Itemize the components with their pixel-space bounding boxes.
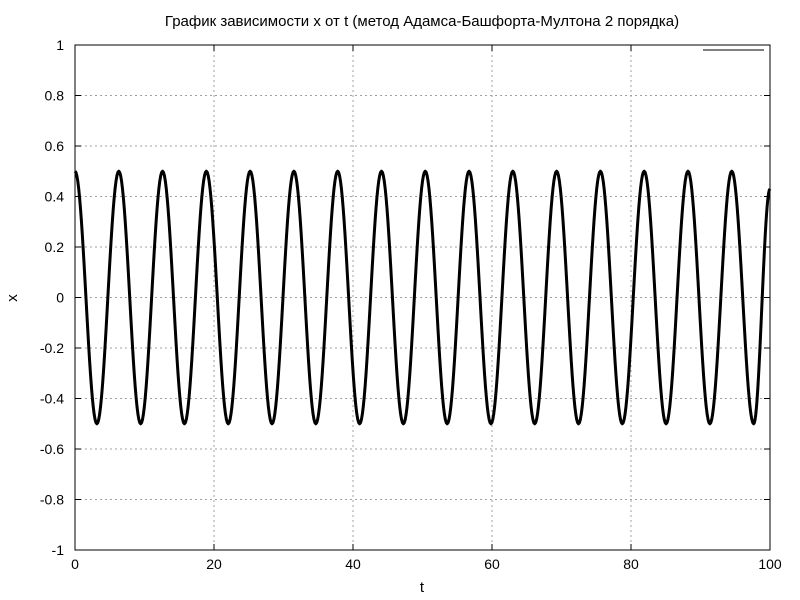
x-tick-label: 40 <box>345 556 361 572</box>
y-tick-label: -0.4 <box>40 391 64 407</box>
y-tick-label: 0.6 <box>45 138 65 154</box>
y-tick-label: 0.4 <box>45 189 65 205</box>
y-tick-label: 0.8 <box>45 88 65 104</box>
x-tick-label: 0 <box>71 556 79 572</box>
x-axis-label: t <box>420 579 425 596</box>
x-tick-label: 60 <box>484 556 500 572</box>
y-tick-label: -1 <box>52 542 65 558</box>
y-tick-label: -0.6 <box>40 441 64 457</box>
y-axis-label: x <box>4 294 21 302</box>
grid <box>75 45 770 550</box>
tick-labels: 0 20 40 60 80 100 -1 -0.8 -0.6 -0.4 -0.2 0 0.2 0.4 0.6… <box>40 37 782 572</box>
y-tick-label: 0 <box>56 290 64 306</box>
series-line <box>73 169 772 426</box>
y-tick-label: 1 <box>56 37 64 53</box>
x-tick-label: 100 <box>758 556 782 572</box>
chart-title: График зависимости x от t (метод Адамса-… <box>165 13 679 30</box>
x-tick-label: 20 <box>206 556 222 572</box>
x-tick-label: 80 <box>623 556 639 572</box>
y-tick-label: -0.2 <box>40 340 64 356</box>
y-tick-label: -0.8 <box>40 492 64 508</box>
y-tick-label: 0.2 <box>45 239 65 255</box>
ticks <box>74 44 771 551</box>
